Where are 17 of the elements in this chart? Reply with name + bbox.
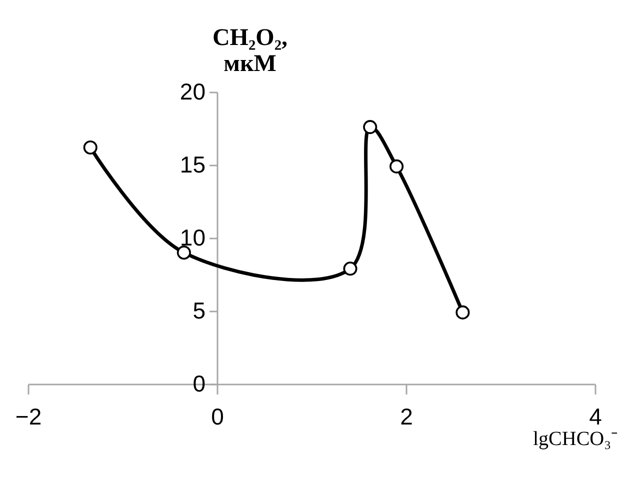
- point: [343, 262, 358, 276]
- y-tick-label: 5: [192, 298, 206, 324]
- x-tick-label: −2: [15, 404, 42, 430]
- y-tick-label: 20: [180, 78, 206, 104]
- point: [390, 159, 404, 174]
- point: [176, 246, 191, 260]
- y-tick-label: 10: [180, 224, 206, 250]
- x-tick-label: 2: [400, 404, 413, 430]
- point: [83, 140, 98, 154]
- y-tick-label: 0: [192, 370, 206, 396]
- point: [363, 120, 378, 134]
- x-tick-label: 0: [211, 404, 224, 430]
- y-axis-title: CH₂O₂, мкМ: [212, 25, 288, 77]
- y-tick-label: 15: [180, 152, 206, 178]
- x-tick-label: 4: [589, 404, 602, 430]
- point: [456, 305, 470, 320]
- x-axis-title: lgCHCO₃⁻: [533, 428, 618, 450]
